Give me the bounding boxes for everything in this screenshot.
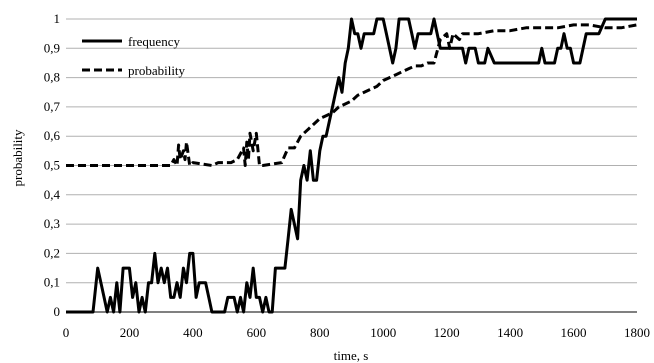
y-axis-tick-labels: 0 0,1 0,2 0,3 0,4 0,5 0,6 0,7 0,8 0,9 1: [44, 11, 61, 319]
y-tick-label: 0: [54, 304, 61, 319]
x-axis-label: time, s: [334, 348, 369, 363]
legend-label-probability: probability: [128, 63, 186, 78]
y-tick-label: 0,1: [44, 275, 60, 290]
y-tick-label: 0,7: [44, 99, 61, 114]
x-tick-label: 1200: [434, 325, 460, 340]
y-tick-label: 0,8: [44, 70, 60, 85]
y-axis-label: probability: [10, 129, 25, 187]
y-tick-label: 0,5: [44, 158, 60, 173]
series-line-frequency: [66, 17, 637, 314]
x-tick-label: 1600: [561, 325, 587, 340]
legend-label-frequency: frequency: [128, 34, 180, 49]
x-tick-label: 200: [120, 325, 140, 340]
y-tick-label: 0,3: [44, 216, 60, 231]
grid-lines: [66, 18, 637, 284]
x-axis-tick-labels: 0 200 400 600 800 1000 1200 1400 1600 1800: [63, 325, 650, 340]
y-tick-label: 0,4: [44, 187, 61, 202]
x-tick-label: 600: [247, 325, 267, 340]
x-tick-label: 1400: [497, 325, 523, 340]
y-tick-label: 1: [54, 11, 61, 26]
x-tick-label: 800: [310, 325, 330, 340]
x-tick-label: 1800: [624, 325, 650, 340]
legend: frequency probability: [82, 34, 186, 78]
x-tick-label: 0: [63, 325, 70, 340]
y-tick-label: 0,9: [44, 40, 60, 55]
y-tick-label: 0,2: [44, 245, 60, 260]
series-lines: [66, 17, 638, 314]
x-tick-label: 400: [183, 325, 203, 340]
y-tick-label: 0,6: [44, 128, 61, 143]
x-tick-label: 1000: [370, 325, 396, 340]
series-line-probability: [66, 23, 638, 167]
